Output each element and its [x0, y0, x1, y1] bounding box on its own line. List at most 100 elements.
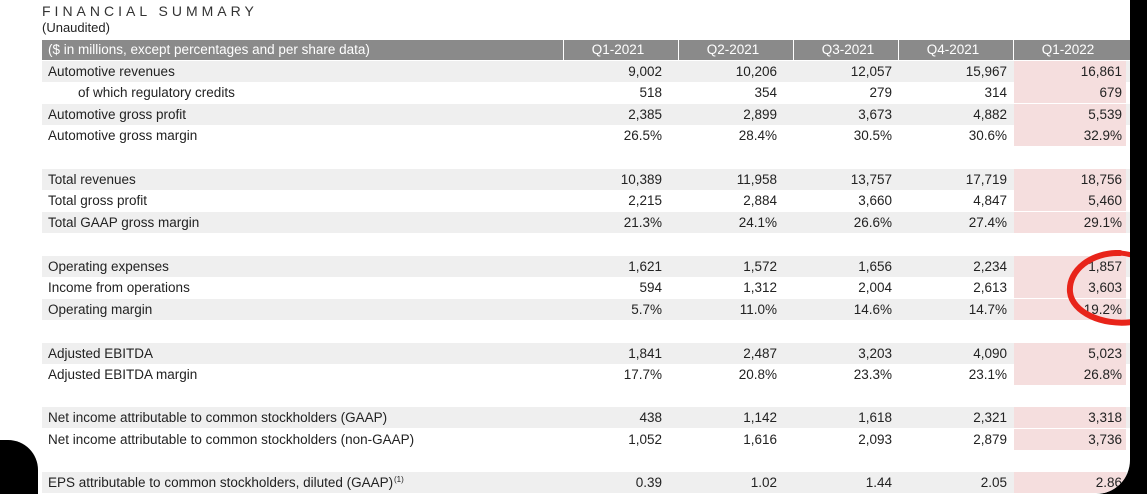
cell-q1-2022: 5,023	[1088, 346, 1122, 361]
footnote-marker: (1)	[394, 475, 404, 484]
cell-q2-2021: 11.0%	[739, 302, 777, 317]
column-header-q4-2021: Q4-2021	[898, 40, 1007, 60]
cell-q1-2022: 16,861	[1080, 64, 1122, 79]
row-label: Net income attributable to common stockh…	[48, 432, 415, 447]
table-row: Automotive gross margin 26.5% 28.4% 30.5% 30…	[42, 125, 1130, 146]
table-row: of which regulatory credits 518 354 279 314 6…	[42, 82, 1130, 103]
cell-q4-2021: 4,090	[973, 346, 1007, 361]
table-row: Operating margin 5.7% 11.0% 14.6% 14.7% 19.2%	[42, 299, 1130, 320]
cell-q1-2021: 2,215	[628, 193, 662, 208]
cell-q4-2021: 23.1%	[968, 367, 1007, 382]
cell-q1-2022: 32.9%	[1083, 128, 1122, 143]
cell-q2-2021: 2,884	[743, 193, 777, 208]
cell-q3-2021: 2,004	[858, 280, 892, 295]
cell-q4-2021: 4,882	[973, 107, 1007, 122]
cell-q3-2021: 279	[869, 85, 892, 100]
cell-q1-2022: 5,539	[1088, 107, 1122, 122]
cell-q2-2021: 1,572	[743, 259, 777, 274]
row-label: Operating margin	[48, 302, 153, 317]
cell-q2-2021: 11,958	[736, 172, 777, 187]
cell-q1-2022: 3,603	[1088, 280, 1122, 295]
cell-q2-2021: 24.1%	[738, 215, 777, 230]
highlight-cell	[1014, 104, 1126, 125]
table-row: Automotive revenues 9,002 10,206 12,057 15,9…	[42, 61, 1130, 82]
cell-q1-2021: 1,841	[628, 346, 662, 361]
table-header: ($ in millions, except percentages and p…	[42, 40, 1130, 60]
cell-q2-2021: 354	[754, 85, 777, 100]
cell-q1-2021: 17.7%	[623, 367, 662, 382]
cell-q4-2021: 2,321	[973, 410, 1007, 425]
cell-q3-2021: 3,660	[858, 193, 892, 208]
row-label: Total revenues	[48, 172, 136, 187]
cell-q2-2021: 20.8%	[738, 367, 777, 382]
cell-q3-2021: 1,618	[858, 410, 892, 425]
row-label: Net income attributable to common stockh…	[48, 410, 388, 425]
column-header-q1-2021: Q1-2021	[563, 40, 672, 60]
cell-q1-2021: 21.3%	[623, 215, 662, 230]
cell-q4-2021: 2,234	[973, 259, 1007, 274]
row-label: Automotive gross profit	[48, 107, 187, 122]
column-header-q3-2021: Q3-2021	[793, 40, 902, 60]
cell-q3-2021: 23.3%	[853, 367, 892, 382]
cell-q2-2021: 1,616	[743, 432, 777, 447]
cell-q1-2022: 679	[1099, 85, 1122, 100]
cell-q4-2021: 4,847	[973, 193, 1007, 208]
cell-q1-2021: 26.5%	[623, 128, 662, 143]
column-header-q2-2021: Q2-2021	[678, 40, 787, 60]
cell-q1-2022: 1,857	[1088, 259, 1122, 274]
cell-q3-2021: 30.5%	[853, 128, 892, 143]
cell-q1-2022: 26.8%	[1083, 367, 1122, 382]
cell-q1-2021: 10,389	[620, 172, 662, 187]
cell-q4-2021: 17,719	[965, 172, 1007, 187]
table-row: Total gross profit 2,215 2,884 3,660 4,847 5,…	[42, 190, 1130, 211]
table-row: Adjusted EBITDA 1,841 2,487 3,203 4,090 5,023	[42, 343, 1130, 364]
cell-q4-2021: 314	[984, 85, 1007, 100]
cell-q1-2021: 518	[639, 85, 662, 100]
cell-q4-2021: 2.05	[980, 475, 1007, 490]
cell-q2-2021: 1,312	[743, 280, 777, 295]
highlight-cell	[1014, 429, 1126, 450]
row-label: Operating expenses	[48, 259, 169, 274]
cell-q4-2021: 2,613	[973, 280, 1007, 295]
cell-q3-2021: 1.44	[865, 475, 892, 490]
column-header-q1-2022: Q1-2022	[1013, 40, 1122, 60]
row-label: Income from operations	[48, 280, 190, 295]
table-row: Adjusted EBITDA margin 17.7% 20.8% 23.3% 23.…	[42, 364, 1130, 385]
cell-q1-2021: 1,621	[628, 259, 662, 274]
highlight-cell	[1014, 472, 1126, 493]
cell-q4-2021: 27.4%	[968, 215, 1007, 230]
cell-q1-2022: 5,460	[1088, 193, 1122, 208]
cell-q1-2022: 29.1%	[1083, 215, 1122, 230]
cell-q1-2022: 3,318	[1088, 410, 1122, 425]
table-row: Operating expenses 1,621 1,572 1,656 2,234 1,…	[42, 256, 1130, 277]
cell-q1-2022: 2.86	[1095, 475, 1122, 490]
cell-q1-2021: 0.39	[635, 475, 662, 490]
cell-q3-2021: 12,057	[850, 64, 892, 79]
cell-q2-2021: 2,487	[743, 346, 777, 361]
row-label: Adjusted EBITDA margin	[48, 367, 198, 382]
table-row: Automotive gross profit 2,385 2,899 3,673 4,…	[42, 104, 1130, 125]
table-row: Net income attributable to common stockh…	[42, 407, 1130, 428]
cell-q2-2021: 1.02	[750, 475, 777, 490]
cell-q1-2021: 2,385	[628, 107, 662, 122]
table-row: EPS attributable to common stockholders,…	[42, 472, 1130, 493]
cell-q1-2022: 19.2%	[1083, 302, 1122, 317]
cell-q3-2021: 14.6%	[853, 302, 892, 317]
cell-q4-2021: 14.7%	[968, 302, 1007, 317]
cell-q1-2021: 9,002	[628, 64, 662, 79]
row-label: of which regulatory credits	[78, 85, 235, 100]
cell-q2-2021: 1,142	[743, 410, 777, 425]
cell-q2-2021: 10,206	[735, 64, 777, 79]
row-label: Total GAAP gross margin	[48, 215, 200, 230]
row-label: EPS attributable to common stockholders,…	[48, 475, 394, 490]
cell-q4-2021: 15,967	[965, 64, 1007, 79]
table-row: Income from operations 594 1,312 2,004 2,613…	[42, 277, 1130, 298]
highlight-cell	[1014, 61, 1126, 82]
cell-q3-2021: 2,093	[858, 432, 892, 447]
cell-q3-2021: 1,656	[858, 259, 892, 274]
highlight-cell	[1014, 407, 1126, 428]
highlight-cell	[1014, 190, 1126, 211]
cell-q4-2021: 2,879	[973, 432, 1007, 447]
cell-q1-2022: 18,756	[1080, 172, 1122, 187]
cell-q3-2021: 3,673	[858, 107, 892, 122]
